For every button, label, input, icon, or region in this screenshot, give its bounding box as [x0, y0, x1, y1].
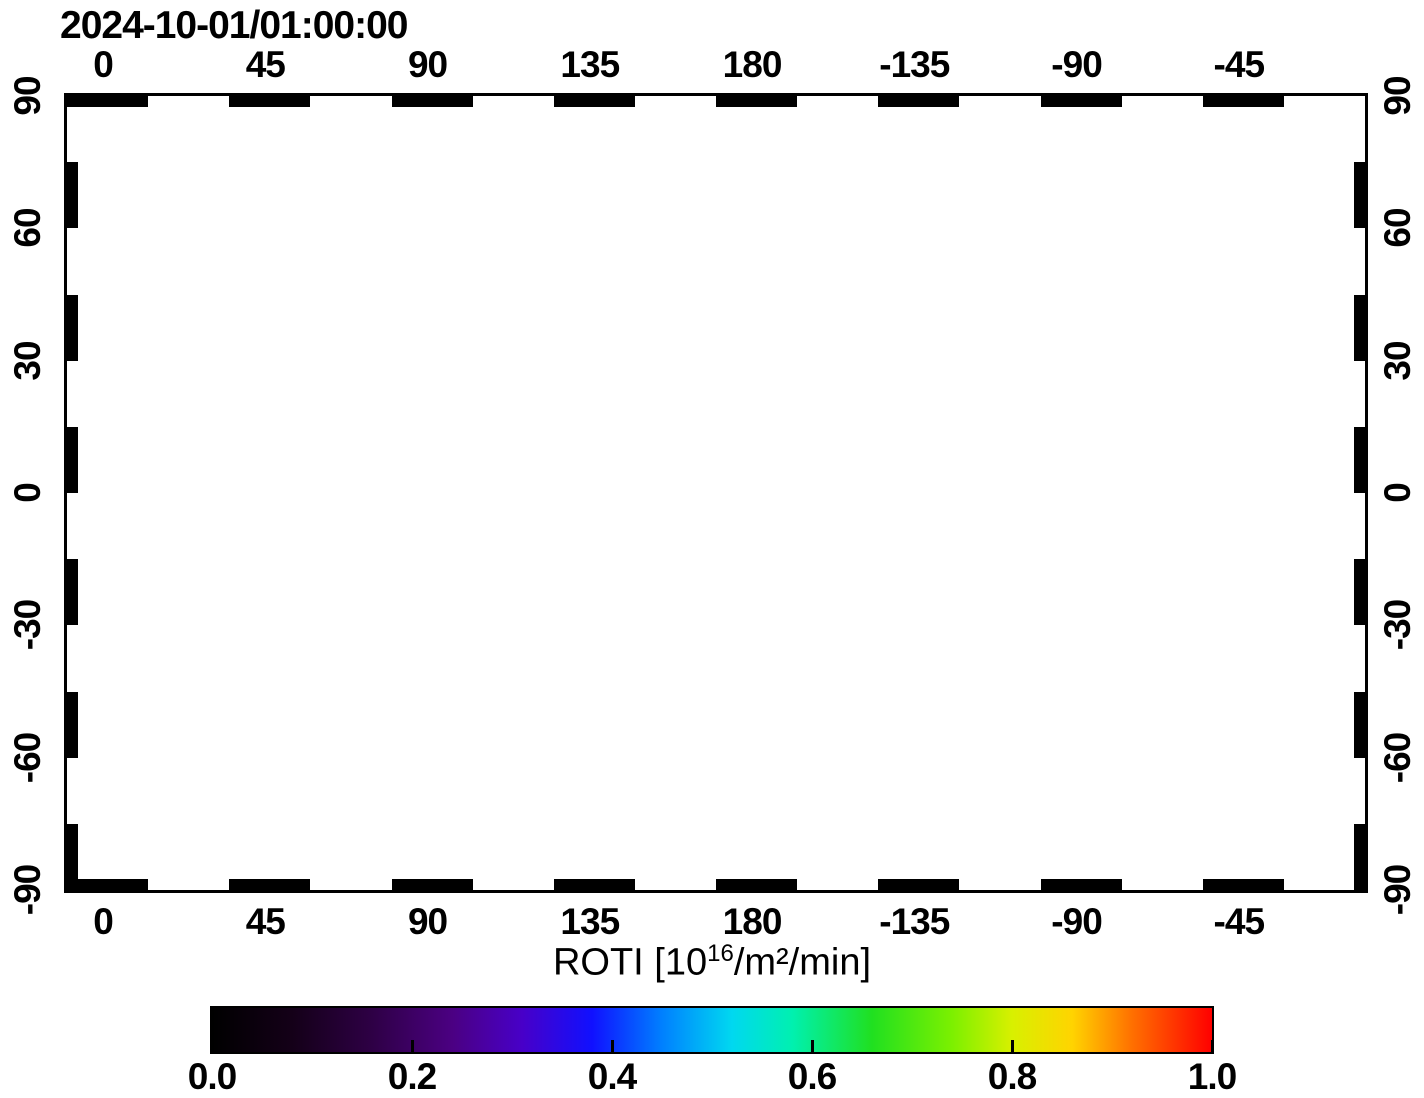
- border-bar-v: [67, 162, 78, 228]
- x-axis-label: ROTI [1016/m²/min]: [553, 940, 871, 985]
- colorbar-label-0.4: 0.4: [588, 1056, 636, 1098]
- border-bar-h: [229, 879, 310, 890]
- x-tick-top-180: 180: [723, 44, 782, 86]
- border-bar-h: [716, 96, 797, 107]
- x-tick-bottom-135: 135: [560, 901, 619, 943]
- y-tick-right-30: 30: [1377, 341, 1419, 380]
- x-tick-bottom--90: -90: [1051, 901, 1101, 943]
- colorbar-tick: [811, 1040, 814, 1052]
- border-bar-h: [67, 96, 148, 107]
- border-bar-v: [1354, 162, 1365, 228]
- border-bar-v: [1354, 559, 1365, 625]
- colorbar-label-1.0: 1.0: [1188, 1056, 1236, 1098]
- border-bar-v: [67, 559, 78, 625]
- y-tick-right--60: -60: [1377, 732, 1419, 782]
- colorbar-label-0.2: 0.2: [388, 1056, 436, 1098]
- x-tick-bottom--45: -45: [1214, 901, 1264, 943]
- border-bar-h: [229, 96, 310, 107]
- border-bar-h: [1041, 879, 1122, 890]
- border-bar-h: [1203, 879, 1284, 890]
- y-tick-left-30: 30: [7, 341, 49, 380]
- x-tick-top--90: -90: [1051, 44, 1101, 86]
- x-tick-bottom-180: 180: [723, 901, 782, 943]
- border-bar-h: [392, 879, 473, 890]
- y-tick-left-90: 90: [7, 76, 49, 115]
- colorbar-gradient: [212, 1008, 1212, 1052]
- border-bar-v: [67, 295, 78, 361]
- border-bar-v: [67, 427, 78, 493]
- border-bar-h: [1203, 96, 1284, 107]
- x-tick-top-45: 45: [246, 44, 285, 86]
- y-tick-right-90: 90: [1377, 76, 1419, 115]
- y-tick-left--60: -60: [7, 732, 49, 782]
- y-tick-left-0: 0: [7, 483, 49, 503]
- border-bar-h: [554, 96, 635, 107]
- map-frame: [64, 93, 1368, 893]
- border-bar-v: [1354, 295, 1365, 361]
- colorbar-tick: [611, 1040, 614, 1052]
- border-bar-v: [1354, 692, 1365, 758]
- y-tick-left--30: -30: [7, 600, 49, 650]
- y-tick-left-60: 60: [7, 209, 49, 248]
- y-tick-right--90: -90: [1377, 865, 1419, 915]
- colorbar-label-0.6: 0.6: [788, 1056, 836, 1098]
- border-bar-v: [67, 824, 78, 890]
- border-bar-h: [554, 879, 635, 890]
- border-bar-h: [392, 96, 473, 107]
- border-bar-h: [67, 879, 148, 890]
- x-tick-top-135: 135: [560, 44, 619, 86]
- page-title: 2024-10-01/01:00:00: [60, 4, 407, 48]
- border-bar-h: [878, 96, 959, 107]
- x-tick-top-90: 90: [408, 44, 447, 86]
- border-bar-h: [1041, 96, 1122, 107]
- colorbar-tick: [411, 1040, 414, 1052]
- border-bar-h: [716, 879, 797, 890]
- border-bar-v: [67, 692, 78, 758]
- x-tick-bottom--135: -135: [879, 901, 949, 943]
- border-bar-v: [1354, 824, 1365, 890]
- colorbar-tick: [1011, 1040, 1014, 1052]
- x-tick-bottom-0: 0: [93, 901, 113, 943]
- x-tick-top-0: 0: [93, 44, 113, 86]
- y-tick-left--90: -90: [7, 865, 49, 915]
- colorbar-label-0.8: 0.8: [988, 1056, 1036, 1098]
- x-tick-bottom-90: 90: [408, 901, 447, 943]
- colorbar-tick: [1211, 1040, 1214, 1052]
- y-tick-right--30: -30: [1377, 600, 1419, 650]
- xlabel-suffix: /m²/min]: [734, 942, 871, 984]
- x-tick-top--45: -45: [1214, 44, 1264, 86]
- x-tick-top--135: -135: [879, 44, 949, 86]
- xlabel-prefix: ROTI [10: [553, 942, 707, 984]
- y-tick-right-0: 0: [1377, 483, 1419, 503]
- y-tick-right-60: 60: [1377, 209, 1419, 248]
- colorbar: [210, 1006, 1214, 1054]
- border-bar-v: [1354, 427, 1365, 493]
- colorbar-label-0.0: 0.0: [188, 1056, 236, 1098]
- border-bar-h: [878, 879, 959, 890]
- x-tick-bottom-45: 45: [246, 901, 285, 943]
- xlabel-exponent: 16: [707, 940, 734, 967]
